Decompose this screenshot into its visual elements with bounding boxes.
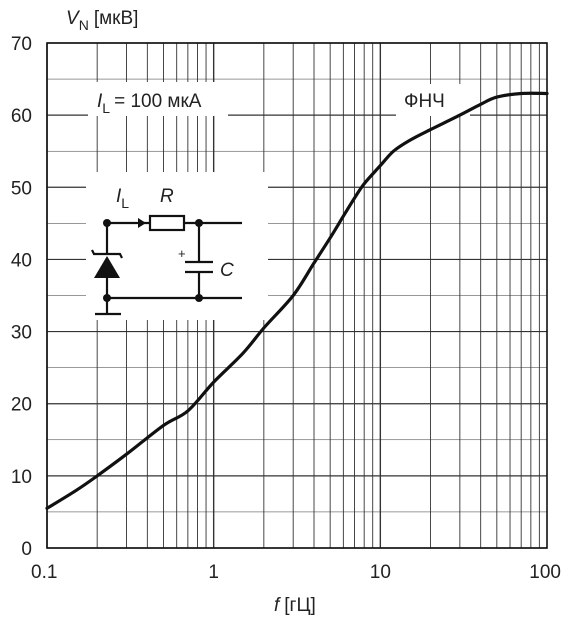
y-tick-label: 0: [21, 539, 32, 560]
zener-diode-symbol: [94, 256, 120, 278]
plot-frame: [46, 42, 548, 549]
y-tick-labels: 0 10 20 30 40 50 60 70: [11, 34, 32, 560]
resistor-symbol: [148, 214, 186, 232]
current-annotation-bg: [88, 82, 228, 116]
x-tick-label: 100: [529, 562, 561, 583]
x-tick-label: 0.1: [31, 562, 57, 583]
y-tick-label: 30: [11, 323, 32, 344]
y-tick-label: 50: [11, 178, 32, 199]
x-axis-title: f [гЦ]: [274, 595, 316, 616]
y-axis-title: VN [мкВ]: [66, 8, 138, 33]
schematic-capacitor-label: C: [220, 260, 234, 281]
schematic: IL R C +: [86, 172, 268, 320]
x-tick-labels: 0.1 1 10 100: [31, 562, 561, 583]
filter-annotation: ФНЧ: [404, 91, 445, 112]
y-tick-label: 10: [11, 467, 32, 488]
y-tick-label: 60: [11, 106, 32, 127]
schematic-plus-label: +: [178, 246, 186, 261]
y-tick-label: 20: [11, 395, 32, 416]
current-annotation: IL = 100 мкА: [97, 91, 202, 116]
schematic-resistor-label: R: [160, 186, 174, 207]
current-arrow-icon: [138, 218, 146, 228]
grid: [46, 42, 547, 549]
x-tick-label: 1: [208, 562, 219, 583]
y-tick-label: 40: [11, 250, 32, 271]
schematic-current-label: IL: [116, 186, 129, 211]
y-tick-label: 70: [11, 34, 32, 55]
series-line: [45, 91, 549, 510]
filter-annotation-bg: [396, 84, 470, 116]
x-tick-label: 10: [370, 562, 391, 583]
